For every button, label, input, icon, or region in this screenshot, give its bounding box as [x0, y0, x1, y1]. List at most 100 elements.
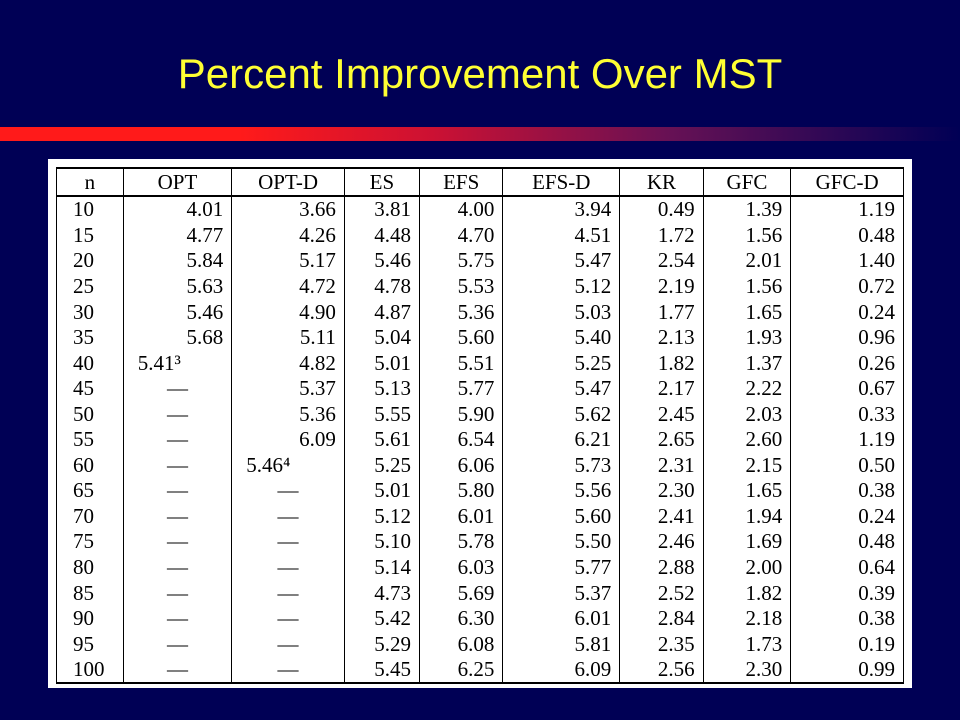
cell-gfc: 1.37 — [702, 349, 792, 376]
cell-es: 5.45 — [343, 656, 420, 684]
cell-kr: 1.72 — [619, 222, 704, 248]
cell-opt: — — [122, 630, 233, 657]
cell-kr: 2.54 — [619, 247, 704, 274]
cell-es: 4.48 — [343, 222, 420, 248]
cell-opt: — — [122, 452, 233, 478]
cell-efs: 5.60 — [418, 324, 504, 350]
cell-opt-d: 4.90 — [231, 298, 345, 325]
cell-gfc-d: 0.38 — [790, 477, 904, 504]
accent-bar — [0, 127, 960, 141]
cell-opt: — — [122, 400, 233, 427]
header-efs-d: EFS-D — [502, 167, 621, 197]
cell-kr: 2.52 — [619, 579, 704, 606]
results-table: n OPT OPT-D ES EFS EFS-D KR GFC GFC-D 10… — [56, 167, 904, 684]
cell-efs-d: 5.12 — [502, 273, 621, 299]
cell-gfc: 2.60 — [702, 426, 792, 453]
cell-opt: — — [122, 477, 233, 504]
cell-opt: 4.01 — [122, 195, 233, 223]
cell-opt-d: — — [231, 630, 345, 657]
cell-efs-d: 5.03 — [502, 298, 621, 325]
cell-efs: 6.25 — [418, 656, 504, 684]
cell-efs-d: 5.77 — [502, 554, 621, 580]
cell-kr: 2.35 — [619, 630, 704, 657]
cell-efs: 5.69 — [418, 579, 504, 606]
cell-gfc-d: 0.24 — [790, 298, 904, 325]
cell-n: 70 — [56, 503, 124, 529]
table-row: 80— —5.14 6.03 5.77 2.88 2.00 0.64 — [56, 554, 904, 580]
cell-n: 90 — [56, 605, 124, 631]
cell-kr: 2.41 — [619, 503, 704, 529]
cell-opt: 5.41³ — [122, 349, 233, 376]
cell-n: 100 — [56, 656, 124, 684]
cell-es: 5.01 — [343, 477, 420, 504]
table-panel: n OPT OPT-D ES EFS EFS-D KR GFC GFC-D 10… — [48, 159, 912, 688]
cell-opt: 5.84 — [122, 247, 233, 274]
cell-gfc: 1.93 — [702, 324, 792, 350]
table-row: 20 5.84 5.17 5.46 5.75 5.47 2.54 2.01 1.40 — [56, 247, 904, 274]
table-row: 25 5.63 4.72 4.78 5.53 5.12 2.19 1.56 0.72 — [56, 273, 904, 299]
table-row: 45—5.37 5.13 5.77 5.47 2.17 2.22 0.67 — [56, 375, 904, 401]
table-row: 15 4.77 4.26 4.48 4.70 4.51 1.72 1.56 0.48 — [56, 222, 904, 248]
cell-gfc: 2.00 — [702, 554, 792, 580]
cell-n: 10 — [56, 195, 124, 223]
cell-gfc-d: 0.19 — [790, 630, 904, 657]
cell-es: 5.01 — [343, 349, 420, 376]
cell-gfc-d: 0.72 — [790, 273, 904, 299]
cell-efs-d: 3.94 — [502, 195, 621, 223]
cell-efs-d: 5.60 — [502, 503, 621, 529]
cell-opt-d: — — [231, 605, 345, 631]
cell-opt-d: — — [231, 503, 345, 529]
cell-efs-d: 5.47 — [502, 247, 621, 274]
cell-kr: 0.49 — [619, 195, 704, 223]
cell-opt-d: 4.72 — [231, 273, 345, 299]
header-opt: OPT — [122, 167, 233, 197]
cell-opt: — — [122, 605, 233, 631]
cell-n: 55 — [56, 426, 124, 453]
cell-efs: 5.51 — [418, 349, 504, 376]
cell-gfc: 2.18 — [702, 605, 792, 631]
cell-gfc: 1.73 — [702, 630, 792, 657]
cell-gfc-d: 0.48 — [790, 222, 904, 248]
cell-gfc: 1.65 — [702, 298, 792, 325]
cell-kr: 1.82 — [619, 349, 704, 376]
cell-gfc: 2.22 — [702, 375, 792, 401]
cell-opt-d: — — [231, 477, 345, 504]
header-opt-d: OPT-D — [231, 167, 345, 197]
cell-kr: 2.45 — [619, 400, 704, 427]
cell-efs-d: 5.56 — [502, 477, 621, 504]
table-row: 30 5.46 4.90 4.87 5.36 5.03 1.77 1.65 0.24 — [56, 298, 904, 325]
cell-gfc-d: 0.26 — [790, 349, 904, 376]
cell-efs-d: 5.37 — [502, 579, 621, 606]
cell-n: 75 — [56, 528, 124, 555]
table-row: 75— —5.10 5.78 5.50 2.46 1.69 0.48 — [56, 528, 904, 555]
cell-efs: 5.77 — [418, 375, 504, 401]
cell-es: 5.42 — [343, 605, 420, 631]
cell-gfc-d: 0.96 — [790, 324, 904, 350]
cell-gfc-d: 0.99 — [790, 656, 904, 684]
cell-gfc-d: 1.19 — [790, 195, 904, 223]
cell-opt: 5.63 — [122, 273, 233, 299]
header-gfc: GFC — [702, 167, 792, 197]
cell-efs-d: 6.09 — [502, 656, 621, 684]
cell-efs-d: 5.50 — [502, 528, 621, 555]
cell-es: 5.12 — [343, 503, 420, 529]
header-gfc-d: GFC-D — [790, 167, 904, 197]
cell-opt: — — [122, 375, 233, 401]
cell-opt-d: 5.37 — [231, 375, 345, 401]
table-row: 55—6.09 5.61 6.54 6.21 2.65 2.60 1.19 — [56, 426, 904, 453]
header-es: ES — [343, 167, 420, 197]
table-row: 100— —5.45 6.25 6.09 2.56 2.30 0.99 — [56, 656, 904, 684]
cell-gfc: 2.15 — [702, 452, 792, 478]
table-row: 35 5.68 5.11 5.04 5.60 5.40 2.13 1.93 0.96 — [56, 324, 904, 350]
cell-opt: 4.77 — [122, 222, 233, 248]
table-row: 40 5.41³ 4.82 5.01 5.51 5.25 1.82 1.37 0.26 — [56, 349, 904, 376]
cell-opt: — — [122, 426, 233, 453]
cell-gfc-d: 1.19 — [790, 426, 904, 453]
cell-gfc: 2.30 — [702, 656, 792, 684]
cell-kr: 1.77 — [619, 298, 704, 325]
table-row: 95— —5.29 6.08 5.81 2.35 1.73 0.19 — [56, 630, 904, 657]
cell-efs: 6.08 — [418, 630, 504, 657]
cell-kr: 2.84 — [619, 605, 704, 631]
cell-efs-d: 5.40 — [502, 324, 621, 350]
cell-kr: 2.31 — [619, 452, 704, 478]
